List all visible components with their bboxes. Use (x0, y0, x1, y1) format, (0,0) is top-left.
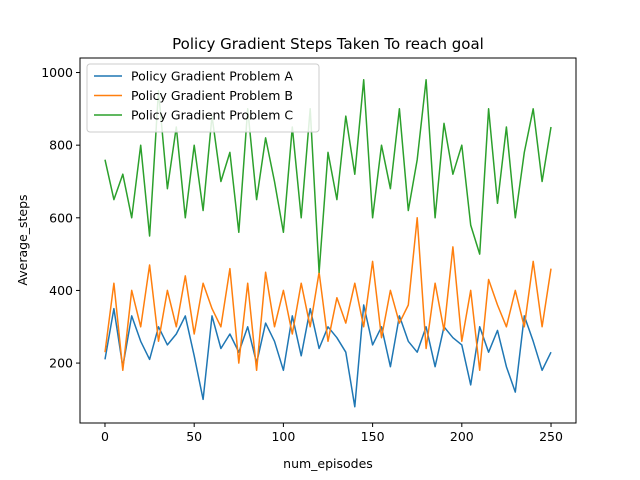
y-tick-label: 600 (49, 210, 73, 225)
legend: Policy Gradient Problem A Policy Gradient… (86, 63, 320, 133)
y-tick-label: 400 (49, 283, 73, 298)
legend-label-1: Policy Gradient Problem A (131, 69, 293, 84)
chart-title: Policy Gradient Steps Taken To reach goa… (172, 35, 484, 53)
legend-box (86, 63, 320, 133)
legend-label-2: Policy Gradient Problem B (131, 88, 293, 103)
legend-label-3: Policy Gradient Problem C (131, 108, 293, 123)
x-tick-label: 250 (539, 429, 563, 444)
plot-frame (79, 57, 577, 424)
y-tick-label: 200 (49, 356, 73, 371)
y-tick-label: 800 (49, 138, 73, 153)
x-axis: 0 50 100 150 200 250 (101, 423, 563, 444)
x-tick-label: 200 (450, 429, 474, 444)
x-tick-label: 100 (271, 429, 295, 444)
series-line-2 (104, 217, 552, 372)
series-layer (104, 79, 552, 408)
x-axis-title: num_episodes (283, 456, 373, 471)
x-tick-label: 150 (361, 429, 385, 444)
y-axis-title: Average_steps (15, 194, 30, 285)
series-line-3 (104, 79, 552, 274)
x-tick-label: 50 (186, 429, 202, 444)
y-axis: 200 400 600 800 1000 (41, 65, 80, 371)
x-tick-label: 0 (101, 429, 109, 444)
y-tick-label: 1000 (41, 65, 73, 80)
